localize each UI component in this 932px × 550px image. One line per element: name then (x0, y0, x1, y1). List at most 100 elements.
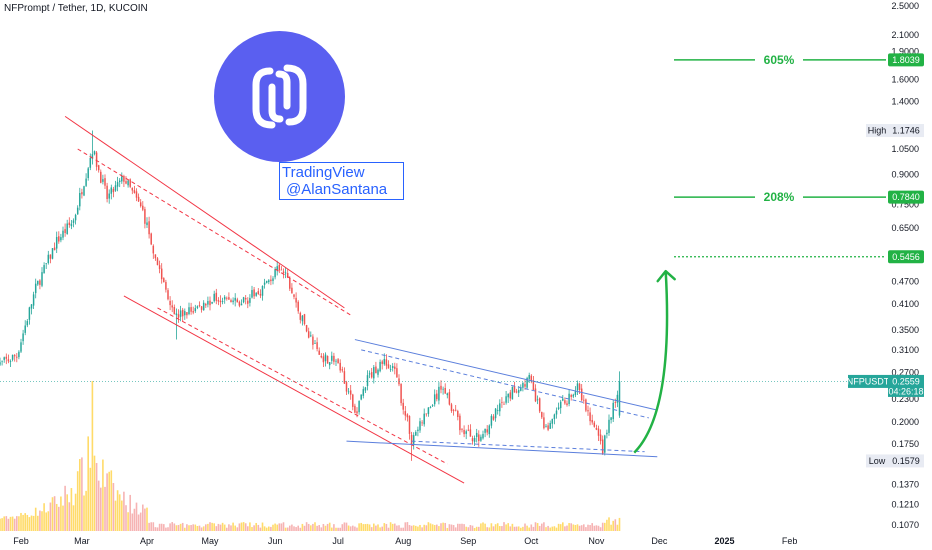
volume-bar (486, 527, 488, 531)
volume-bar (265, 527, 268, 531)
candle-body (89, 157, 92, 168)
candle-body (173, 306, 176, 315)
volume-bar (528, 527, 530, 531)
candle-body (16, 356, 18, 358)
volume-bar (114, 500, 117, 531)
target-price-tag (888, 190, 924, 204)
wedge-top-line (354, 339, 658, 411)
candle-body (240, 303, 243, 306)
candle-body (591, 419, 593, 423)
candle-body (362, 389, 365, 396)
volume-bar (614, 519, 617, 531)
candle-body (465, 431, 467, 434)
volume-bar (490, 523, 493, 531)
volume-bar (599, 527, 602, 531)
price-axis[interactable]: 2.5000 2.1000 1.9000 1.6000 1.4000 1.0500 0.90… (847, 1, 924, 530)
candle-body (114, 185, 117, 191)
volume-bar (39, 510, 41, 531)
volume-bar (152, 522, 155, 531)
volume-bar (232, 522, 234, 531)
candle-body (499, 403, 501, 412)
candle-body (293, 294, 295, 297)
volume-bar (74, 493, 77, 531)
candle-body (580, 388, 583, 401)
volume-bar (100, 487, 102, 531)
candle-body (429, 407, 432, 408)
candle-body (232, 300, 234, 303)
volume-bar (501, 526, 503, 531)
candle-body (37, 280, 39, 285)
candle-body (387, 364, 390, 369)
volume-bar (51, 497, 54, 531)
volume-bar (337, 527, 339, 531)
candle-body (349, 390, 352, 395)
candle-body (278, 264, 281, 271)
volume-bar (465, 526, 467, 531)
volume-bar (459, 523, 461, 531)
candle-body (391, 366, 394, 369)
candle-body (60, 237, 62, 241)
volume-bar (553, 526, 556, 531)
candle-body (545, 425, 547, 427)
volume-bar (154, 527, 157, 531)
volume-bar (557, 523, 560, 531)
low-label: Low (869, 456, 886, 466)
symbol-tag (848, 374, 888, 388)
candle-body (553, 414, 556, 420)
candle-body (385, 359, 388, 366)
volume-bar (215, 526, 218, 531)
volume-bar (177, 525, 180, 531)
volume-bar (280, 523, 283, 531)
candle-body (352, 394, 354, 407)
candle-body (444, 387, 446, 394)
candle-body (562, 398, 564, 401)
candle-body (375, 366, 377, 374)
volume-bar (41, 511, 43, 531)
time-tick-label: May (201, 536, 219, 546)
candle-body (578, 383, 581, 390)
nfprompt-logo (214, 31, 345, 162)
candle-body (366, 375, 369, 387)
volume-bar (429, 523, 432, 531)
candle-body (415, 432, 417, 436)
symbol-tag-label: NFPUSDT (847, 376, 890, 386)
candle-body (559, 401, 562, 409)
volume-bar (213, 523, 215, 531)
candle-body (251, 290, 253, 298)
candle-body (45, 263, 47, 265)
volume-bar (282, 522, 285, 531)
candle-body (127, 180, 129, 186)
candle-body (383, 358, 386, 365)
volume-bar (475, 526, 478, 531)
volume-bar (228, 524, 230, 531)
price-tick-label: 0.3500 (891, 325, 919, 335)
volume-bar (471, 525, 474, 531)
candle-body (310, 335, 312, 337)
volume-bar (205, 524, 207, 531)
candle-body (83, 186, 85, 196)
candle-body (192, 311, 194, 313)
volume-bar (593, 525, 596, 531)
high-value: 1.1746 (892, 126, 920, 136)
time-tick-label: Mar (74, 536, 90, 546)
volume-bar (47, 511, 50, 531)
time-axis[interactable]: Feb Mar Apr May Jun Jul Aug Sep Oct Nov Dec 2025 Feb (13, 536, 797, 546)
volume-bar (230, 525, 232, 531)
volume-bars (0, 381, 621, 531)
volume-bar (366, 523, 369, 531)
candle-body (261, 285, 264, 296)
candle-body (347, 391, 350, 393)
target-label-bg (755, 51, 803, 68)
volume-bar (463, 524, 465, 531)
channel-bottom-line (123, 295, 465, 484)
candle-body (169, 300, 171, 306)
volume-bar (129, 494, 131, 531)
volume-bar (454, 527, 457, 531)
volume-bar (381, 526, 383, 531)
volume-bar (72, 505, 75, 531)
volume-bar (478, 526, 480, 531)
volume-bar (26, 514, 29, 531)
volume-bar (55, 503, 58, 531)
candle-body (333, 355, 335, 362)
